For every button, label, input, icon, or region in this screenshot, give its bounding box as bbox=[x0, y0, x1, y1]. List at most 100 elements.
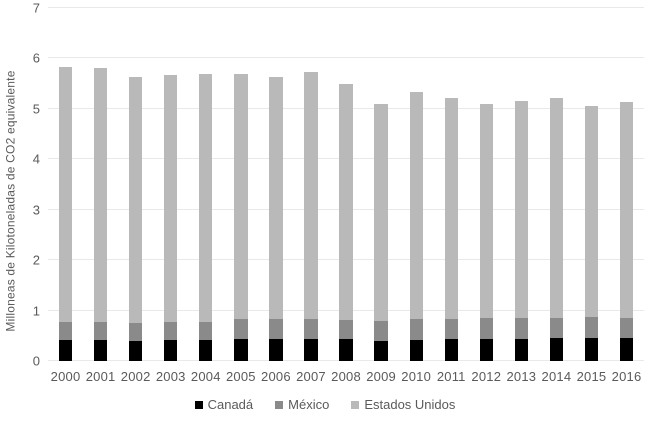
bar-2015 bbox=[584, 8, 599, 361]
segment-estados-unidos-2015 bbox=[584, 105, 599, 318]
bar-slot-2005 bbox=[223, 8, 258, 361]
bar-2010 bbox=[409, 8, 423, 361]
bar-2014 bbox=[549, 8, 564, 361]
y-tick-label-6: 6 bbox=[32, 50, 40, 66]
bar-slot-2007 bbox=[293, 8, 328, 361]
segment-canada-2012 bbox=[479, 338, 493, 361]
segment-estados-unidos-2002 bbox=[129, 76, 143, 323]
y-tick-label-5: 5 bbox=[32, 101, 40, 117]
y-tick-label-4: 4 bbox=[32, 151, 40, 167]
segment-estados-unidos-2007 bbox=[304, 71, 318, 320]
y-axis-ticks: 0 1 2 3 4 5 6 7 bbox=[0, 1, 40, 369]
segment-mexico-2014 bbox=[549, 318, 564, 339]
segment-estados-unidos-2011 bbox=[444, 98, 458, 319]
segment-canada-2010 bbox=[409, 339, 423, 361]
x-tick-label-2001: 2001 bbox=[85, 369, 116, 384]
segment-mexico-2010 bbox=[409, 319, 423, 340]
bars bbox=[48, 8, 644, 361]
segment-mexico-2008 bbox=[339, 319, 353, 340]
segment-canada-2011 bbox=[444, 338, 458, 361]
bar-slot-2002 bbox=[118, 8, 153, 361]
x-tick-label-2005: 2005 bbox=[225, 369, 256, 384]
segment-mexico-2012 bbox=[479, 318, 493, 339]
segment-canada-2007 bbox=[304, 338, 318, 361]
segment-mexico-2009 bbox=[374, 321, 388, 341]
segment-mexico-2007 bbox=[304, 319, 318, 339]
bar-slot-2006 bbox=[258, 8, 293, 361]
bar-2007 bbox=[304, 8, 318, 361]
bar-2003 bbox=[164, 8, 178, 361]
segment-canada-2009 bbox=[374, 340, 388, 361]
segment-estados-unidos-2010 bbox=[409, 92, 423, 320]
segment-mexico-2001 bbox=[93, 322, 108, 341]
segment-canada-2000 bbox=[58, 340, 73, 361]
segment-estados-unidos-2004 bbox=[199, 74, 213, 322]
bar-slot-2004 bbox=[188, 8, 223, 361]
legend: Canadá México Estados Unidos bbox=[0, 397, 650, 412]
x-tick-label-2011: 2011 bbox=[436, 369, 466, 384]
legend-item-estados-unidos: Estados Unidos bbox=[351, 397, 455, 412]
bar-2001 bbox=[93, 8, 108, 361]
segment-estados-unidos-2013 bbox=[514, 100, 528, 318]
segment-estados-unidos-2001 bbox=[93, 67, 108, 323]
segment-mexico-2006 bbox=[269, 319, 283, 339]
bar-slot-2008 bbox=[329, 8, 364, 361]
bar-2016 bbox=[619, 8, 634, 361]
segment-estados-unidos-2014 bbox=[549, 97, 564, 319]
x-tick-label-2008: 2008 bbox=[331, 369, 361, 384]
segment-estados-unidos-2009 bbox=[374, 103, 388, 322]
segment-estados-unidos-2005 bbox=[234, 73, 248, 320]
legend-label-canada: Canadá bbox=[207, 397, 254, 412]
bar-slot-2009 bbox=[364, 8, 399, 361]
segment-estados-unidos-2012 bbox=[479, 104, 493, 319]
segment-mexico-2004 bbox=[199, 321, 213, 341]
bar-slot-2013 bbox=[504, 8, 539, 361]
bar-2011 bbox=[444, 8, 458, 361]
x-tick-label-2010: 2010 bbox=[401, 369, 432, 384]
segment-canada-2008 bbox=[339, 339, 353, 361]
gridline-6 bbox=[48, 57, 644, 59]
segment-mexico-2013 bbox=[514, 317, 528, 339]
bar-2012 bbox=[479, 8, 493, 361]
x-tick-label-2000: 2000 bbox=[50, 369, 81, 384]
legend-swatch-canada bbox=[194, 400, 203, 409]
segment-estados-unidos-2003 bbox=[164, 75, 178, 322]
bar-slot-2014 bbox=[539, 8, 574, 361]
bar-2009 bbox=[374, 8, 388, 361]
x-tick-label-2014: 2014 bbox=[541, 369, 572, 384]
legend-label-estados-unidos: Estados Unidos bbox=[364, 397, 456, 412]
segment-canada-2014 bbox=[549, 338, 564, 361]
bar-2006 bbox=[269, 8, 283, 361]
segment-estados-unidos-2000 bbox=[58, 66, 73, 323]
bar-slot-2010 bbox=[399, 8, 434, 361]
x-tick-label-2015: 2015 bbox=[576, 369, 607, 384]
y-tick-label-0: 0 bbox=[32, 353, 40, 369]
y-tick-label-3: 3 bbox=[32, 202, 40, 218]
bar-2004 bbox=[199, 8, 213, 361]
bar-slot-2012 bbox=[469, 8, 504, 361]
segment-canada-2002 bbox=[129, 340, 143, 361]
segment-canada-2015 bbox=[584, 337, 599, 361]
bar-2000 bbox=[58, 8, 73, 361]
segment-mexico-2011 bbox=[444, 318, 458, 339]
bar-2008 bbox=[339, 8, 353, 361]
segment-mexico-2003 bbox=[164, 321, 178, 341]
x-axis-labels: 2000 2001 2002 2003 2004 2005 2006 2007 2008 2009… bbox=[48, 369, 644, 384]
segment-estados-unidos-2006 bbox=[269, 77, 283, 320]
x-tick-label-2002: 2002 bbox=[120, 369, 151, 384]
segment-mexico-2016 bbox=[619, 317, 634, 338]
y-tick-label-7: 7 bbox=[32, 0, 40, 16]
x-tick-label-2007: 2007 bbox=[296, 369, 326, 384]
gridline-7 bbox=[48, 7, 644, 8]
legend-swatch-estados-unidos bbox=[351, 400, 360, 409]
segment-mexico-2002 bbox=[129, 322, 143, 341]
x-tick-label-2016: 2016 bbox=[611, 369, 642, 384]
legend-item-mexico: México bbox=[275, 397, 329, 412]
x-tick-label-2009: 2009 bbox=[366, 369, 396, 384]
bar-slot-2016 bbox=[609, 8, 644, 361]
segment-canada-2016 bbox=[619, 337, 634, 361]
bar-2002 bbox=[129, 8, 143, 361]
segment-canada-2005 bbox=[234, 338, 248, 361]
x-tick-label-2013: 2013 bbox=[506, 369, 537, 384]
